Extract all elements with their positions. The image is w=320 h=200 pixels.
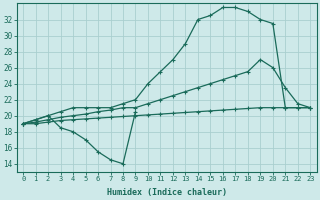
X-axis label: Humidex (Indice chaleur): Humidex (Indice chaleur)	[107, 188, 227, 197]
